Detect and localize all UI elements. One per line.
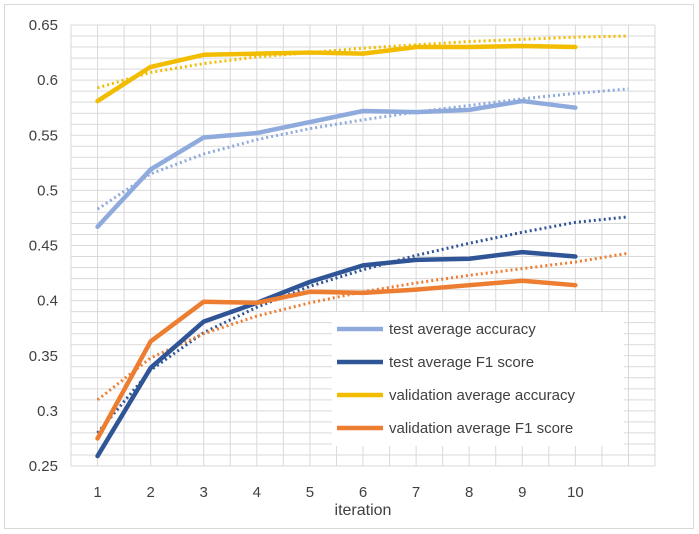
y-tick-label: 0.45 — [29, 238, 58, 255]
x-tick-label: 5 — [306, 484, 314, 501]
series-line — [95, 43, 578, 104]
x-tick-label: 4 — [253, 484, 261, 501]
y-tick-label: 0.4 — [37, 293, 58, 310]
x-tick-label: 3 — [200, 484, 208, 501]
y-tick-label: 0.55 — [29, 127, 58, 144]
x-tick-label: 8 — [465, 484, 473, 501]
x-axis-title: iteration — [335, 502, 392, 519]
trendline — [97, 34, 629, 90]
legend: test average accuracy test average F1 sco… — [332, 312, 624, 446]
x-tick-label: 9 — [518, 484, 526, 501]
legend-label: validation average F1 score — [389, 420, 573, 437]
series-line — [95, 249, 578, 459]
y-tick-labels: 0.25 0.3 0.35 0.4 0.45 0.5 0.55 0.6 0.65 — [29, 17, 58, 475]
legend-background — [332, 312, 624, 446]
series-line — [95, 278, 578, 441]
x-tick-labels: 1 2 3 4 5 6 7 8 9 10 — [93, 484, 583, 501]
y-tick-label: 0.65 — [29, 17, 58, 34]
legend-label: test average F1 score — [389, 354, 534, 371]
x-tick-label: 7 — [412, 484, 420, 501]
x-tick-label: 6 — [359, 484, 367, 501]
legend-label: validation average accuracy — [389, 387, 575, 404]
x-tick-label: 1 — [93, 484, 101, 501]
series-line — [95, 98, 578, 230]
y-tick-label: 0.6 — [37, 72, 58, 89]
y-tick-label: 0.5 — [37, 182, 58, 199]
legend-label: test average accuracy — [389, 321, 536, 338]
x-tick-label: 10 — [567, 484, 584, 501]
trendline — [96, 215, 629, 434]
y-tick-label: 0.35 — [29, 348, 58, 365]
x-tick-label: 2 — [146, 484, 154, 501]
y-tick-label: 0.25 — [29, 458, 58, 475]
trendline — [96, 87, 629, 211]
y-tick-label: 0.3 — [37, 403, 58, 420]
series-lines — [95, 43, 578, 459]
